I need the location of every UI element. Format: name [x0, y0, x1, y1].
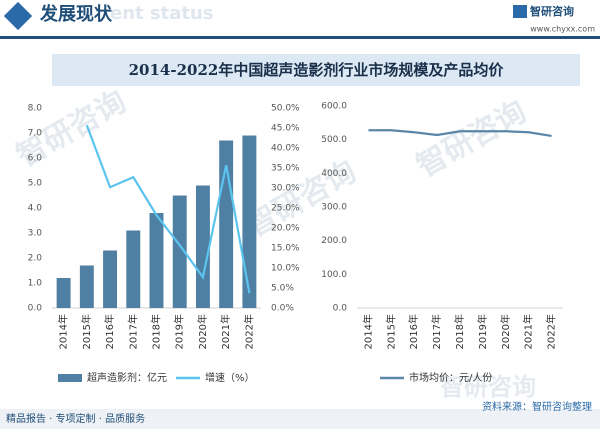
y2-tick-label: 40.0%	[271, 144, 300, 154]
bar	[79, 265, 94, 308]
y-tick-label: 500.0	[321, 135, 347, 145]
y-tick-label: 600.0	[321, 102, 347, 112]
x-tick-label: 2014年	[361, 314, 374, 349]
x-tick-label: 2020年	[499, 314, 512, 349]
bar	[126, 230, 141, 308]
x-tick-label: 2022年	[545, 314, 558, 349]
y2-tick-label: 20.0%	[271, 224, 300, 234]
y-tick-label: 7.0	[28, 129, 43, 139]
line	[368, 129, 552, 138]
y2-tick-label: 50.0%	[271, 104, 300, 114]
x-tick-label: 2019年	[476, 314, 489, 349]
x-tick-label: 2015年	[80, 314, 93, 349]
y2-tick-label: 30.0%	[271, 184, 300, 194]
header-title: 发展现状	[39, 3, 113, 25]
y-tick-label: 400.0	[321, 169, 347, 179]
y2-tick-label: 0.0%	[271, 304, 294, 314]
y-tick-label: 5.0	[28, 179, 43, 189]
legend-swatch	[58, 374, 82, 382]
y-tick-label: 4.0	[28, 204, 43, 214]
logo-url: www.chyxx.com	[530, 25, 595, 34]
banner	[52, 54, 580, 86]
y-tick-label: 300.0	[321, 203, 347, 213]
footer-left: 精品报告 · 专项定制 · 品质服务	[6, 412, 145, 425]
y-tick-label: 6.0	[28, 154, 43, 164]
x-tick-label: 2022年	[242, 314, 255, 349]
bar	[56, 278, 71, 308]
x-tick-label: 2021年	[219, 314, 232, 349]
y-tick-label: 8.0	[28, 104, 43, 114]
legend-label: 增速（%）	[205, 371, 255, 384]
header: ent status 发展现状 智研咨询 www.chyxx.com	[0, 1, 600, 39]
footer-right: 资料来源：智研咨询整理	[482, 400, 592, 413]
y2-tick-label: 5.0%	[271, 284, 294, 294]
charts: 0.0 1.0 2.0 3.0 4.0 5.0 6.0 7.0 8.0 0.0% 5.0% 10.0%…	[28, 102, 563, 384]
bar	[103, 250, 118, 308]
footer-band	[0, 409, 600, 429]
bar	[242, 135, 257, 308]
bar	[149, 213, 164, 308]
header-rule	[0, 36, 600, 39]
x-tick-label: 2017年	[430, 314, 443, 349]
x-tick-label: 2018年	[150, 314, 163, 349]
y2-tick-label: 25.0%	[271, 204, 300, 214]
x-tick-label: 2014年	[57, 314, 70, 349]
y2-tick-label: 10.0%	[271, 264, 300, 274]
y-tick-label: 100.0	[321, 270, 347, 280]
x-tick-label: 2020年	[196, 314, 209, 349]
y-tick-label: 3.0	[28, 229, 43, 239]
x-tick-label: 2016年	[103, 314, 116, 349]
logo-text: 智研咨询	[530, 4, 574, 18]
bar	[195, 185, 210, 308]
logo-icon	[513, 5, 527, 18]
y2-tick-label: 15.0%	[271, 244, 300, 254]
y-tick-label: 0.0	[28, 304, 43, 314]
header-icon	[3, 1, 33, 31]
y2-tick-label: 35.0%	[271, 164, 300, 174]
x-tick-label: 2021年	[522, 314, 535, 349]
watermark: 智研咨询	[241, 154, 362, 244]
header-subtitle: ent status	[110, 3, 214, 24]
legend-label: 超声造影剂：亿元	[87, 371, 167, 384]
y2-tick-label: 45.0%	[271, 124, 300, 134]
banner-title: 2014-2022年中国超声造影剂行业市场规模及产品均价	[129, 61, 505, 79]
line	[85, 124, 251, 294]
watermark: 智研咨询	[440, 373, 536, 401]
x-tick-label: 2016年	[407, 314, 420, 349]
y-tick-label: 200.0	[321, 236, 347, 246]
x-tick-label: 2017年	[126, 314, 139, 349]
y-tick-label: 0.0	[333, 304, 348, 314]
y-tick-label: 1.0	[28, 279, 43, 289]
footer: 精品报告 · 专项定制 · 品质服务 资料来源：智研咨询整理	[0, 400, 600, 429]
x-tick-label: 2015年	[384, 314, 397, 349]
legend-label: 市场均价：元/人份	[409, 371, 492, 384]
y-tick-label: 2.0	[28, 254, 43, 264]
watermark: 智研咨询	[411, 94, 532, 184]
x-tick-label: 2019年	[173, 314, 186, 349]
x-tick-label: 2018年	[453, 314, 466, 349]
bar	[172, 195, 187, 308]
